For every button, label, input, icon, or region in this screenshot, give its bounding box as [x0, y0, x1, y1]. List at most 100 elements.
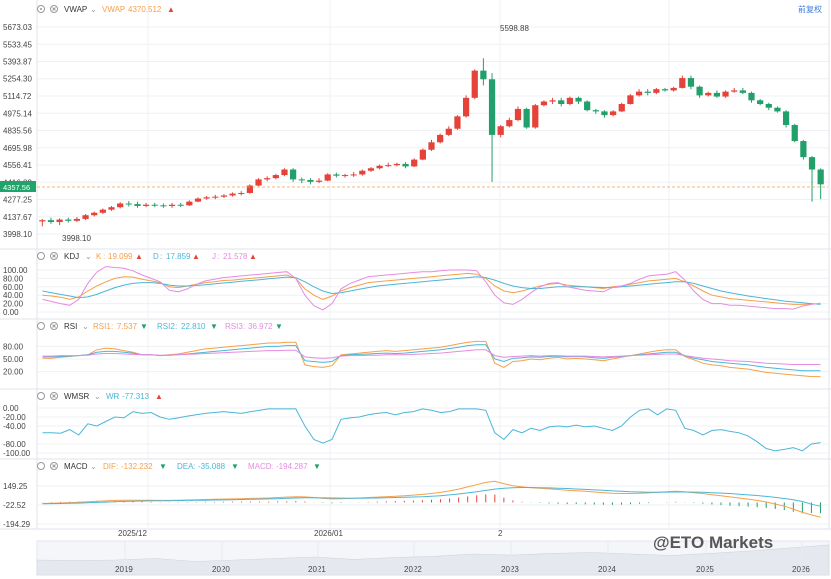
kdj-series-line — [42, 272, 821, 305]
candle-body — [47, 220, 55, 223]
candle-body — [506, 120, 513, 127]
close-icon[interactable] — [50, 392, 58, 400]
candle-body — [791, 125, 798, 142]
candle-body — [705, 92, 712, 96]
navigator-year-label: 2024 — [598, 565, 616, 574]
arrow-down-icon: ▼ — [159, 462, 167, 471]
candle-body — [437, 134, 444, 143]
rsi-y-axis: 80.00 50.00 20.00 — [3, 342, 24, 376]
rsi1-value: 7.537 — [117, 322, 138, 331]
chevron-down-icon[interactable]: ⌄ — [90, 462, 97, 471]
candle-body — [56, 219, 63, 223]
settings-icon[interactable] — [37, 462, 45, 470]
candle-body — [324, 174, 331, 181]
y-tick-label: 3998.10 — [3, 230, 32, 239]
candle-body — [765, 103, 772, 108]
candle-body — [272, 175, 279, 179]
navigator-year-label: 2021 — [308, 565, 326, 574]
candle-body — [393, 163, 401, 166]
x-tick-label: 2 — [498, 529, 503, 538]
k-value: 19.099 — [108, 252, 133, 261]
x-tick-label: 2025/12 — [118, 529, 147, 538]
chevron-down-icon[interactable]: ⌄ — [94, 392, 101, 401]
candle-body — [359, 170, 366, 175]
candle-body — [445, 128, 452, 135]
rsi-series-line — [42, 349, 821, 365]
wr-y-axis: 0.00-20.00-40.00 -80.00-100.00 — [3, 404, 31, 458]
candle-body — [186, 201, 193, 206]
macd-header: MACD ⌄ DIF : -132.232 ▼ DEA : -35.088 ▼ … — [37, 462, 321, 471]
y-tick-label: 0.00 — [3, 308, 19, 317]
dea-label: DEA — [177, 462, 194, 471]
y-tick-label: 60.00 — [3, 283, 24, 292]
settings-icon[interactable] — [37, 392, 45, 400]
y-tick-label: 4835.56 — [3, 127, 32, 136]
candle-body — [584, 101, 591, 111]
settings-icon[interactable] — [37, 5, 45, 13]
arrow-down-icon: ▼ — [210, 322, 218, 331]
arrow-down-icon: ▼ — [231, 462, 239, 471]
macd-name[interactable]: MACD — [64, 462, 88, 471]
close-icon[interactable] — [50, 252, 58, 260]
chevron-down-icon[interactable]: ⌄ — [82, 322, 89, 331]
candle-body — [264, 178, 271, 180]
close-icon[interactable] — [50, 5, 58, 13]
candle-body — [281, 169, 288, 176]
rsi2-label: RSI2 — [157, 322, 175, 331]
chevron-down-icon[interactable]: ⌄ — [85, 252, 92, 261]
wmsr-name[interactable]: WMSR — [64, 392, 90, 401]
candle-body — [696, 86, 703, 96]
chevron-down-icon[interactable]: ⌄ — [90, 5, 97, 14]
vwap-label: VWAP — [102, 5, 125, 14]
macd-value: -194.287 — [276, 462, 308, 471]
y-tick-label: 4695.98 — [3, 144, 32, 153]
wr-value: -77.313 — [122, 392, 150, 401]
kdj-series-line — [42, 266, 821, 311]
candle-body — [462, 97, 470, 117]
y-tick-label: 20.00 — [3, 300, 24, 309]
y-tick-label: 4277.25 — [3, 196, 32, 205]
adjust-price-button[interactable]: 前复权 — [798, 4, 822, 14]
kdj-header: KDJ ⌄ K : 19.099 ▲ D : 17.859 ▲ J : 21.5… — [37, 252, 257, 261]
candle-body — [532, 105, 539, 128]
candle-body — [757, 100, 764, 104]
candle-body — [151, 204, 158, 206]
close-icon[interactable] — [50, 462, 58, 470]
macd-series-line — [42, 487, 821, 507]
candle-body — [125, 203, 132, 205]
arrow-down-icon: ▼ — [140, 322, 148, 331]
y-tick-label: -22.52 — [3, 501, 26, 510]
settings-icon[interactable] — [37, 252, 45, 260]
close-icon[interactable] — [50, 322, 58, 330]
candle-body — [575, 97, 582, 102]
watermark: @ETO Markets — [653, 533, 773, 552]
svg-text::: : — [217, 252, 219, 261]
settings-icon[interactable] — [37, 322, 45, 330]
rsi-name[interactable]: RSI — [64, 322, 77, 331]
candle-body — [731, 90, 738, 92]
candle-body — [523, 108, 530, 128]
candle-body — [618, 103, 625, 112]
rsi2-value: 22.810 — [181, 322, 206, 331]
kdj-name[interactable]: KDJ — [64, 252, 79, 261]
kdj-series-line — [42, 276, 821, 305]
y-tick-label: 4556.41 — [3, 161, 32, 170]
candle-body — [117, 203, 124, 208]
dif-label: DIF — [103, 462, 116, 471]
candle-body — [774, 107, 781, 112]
svg-text::: : — [175, 322, 177, 331]
candle-body — [168, 204, 176, 206]
main-indicator-name[interactable]: VWAP — [64, 5, 87, 14]
rsi-series-line — [42, 340, 821, 378]
candle-body — [644, 91, 651, 93]
candle-body — [350, 174, 357, 176]
svg-text::: : — [160, 252, 162, 261]
time-navigator[interactable]: 2019 2020 2021 2022 2023 2024 2025 2026 — [36, 540, 830, 576]
candle-body — [402, 163, 409, 167]
rsi3-label: RSI3 — [225, 322, 243, 331]
candle-body — [722, 91, 729, 97]
candle-body — [73, 218, 81, 221]
candle-body — [341, 175, 349, 177]
candle-body — [679, 78, 686, 88]
